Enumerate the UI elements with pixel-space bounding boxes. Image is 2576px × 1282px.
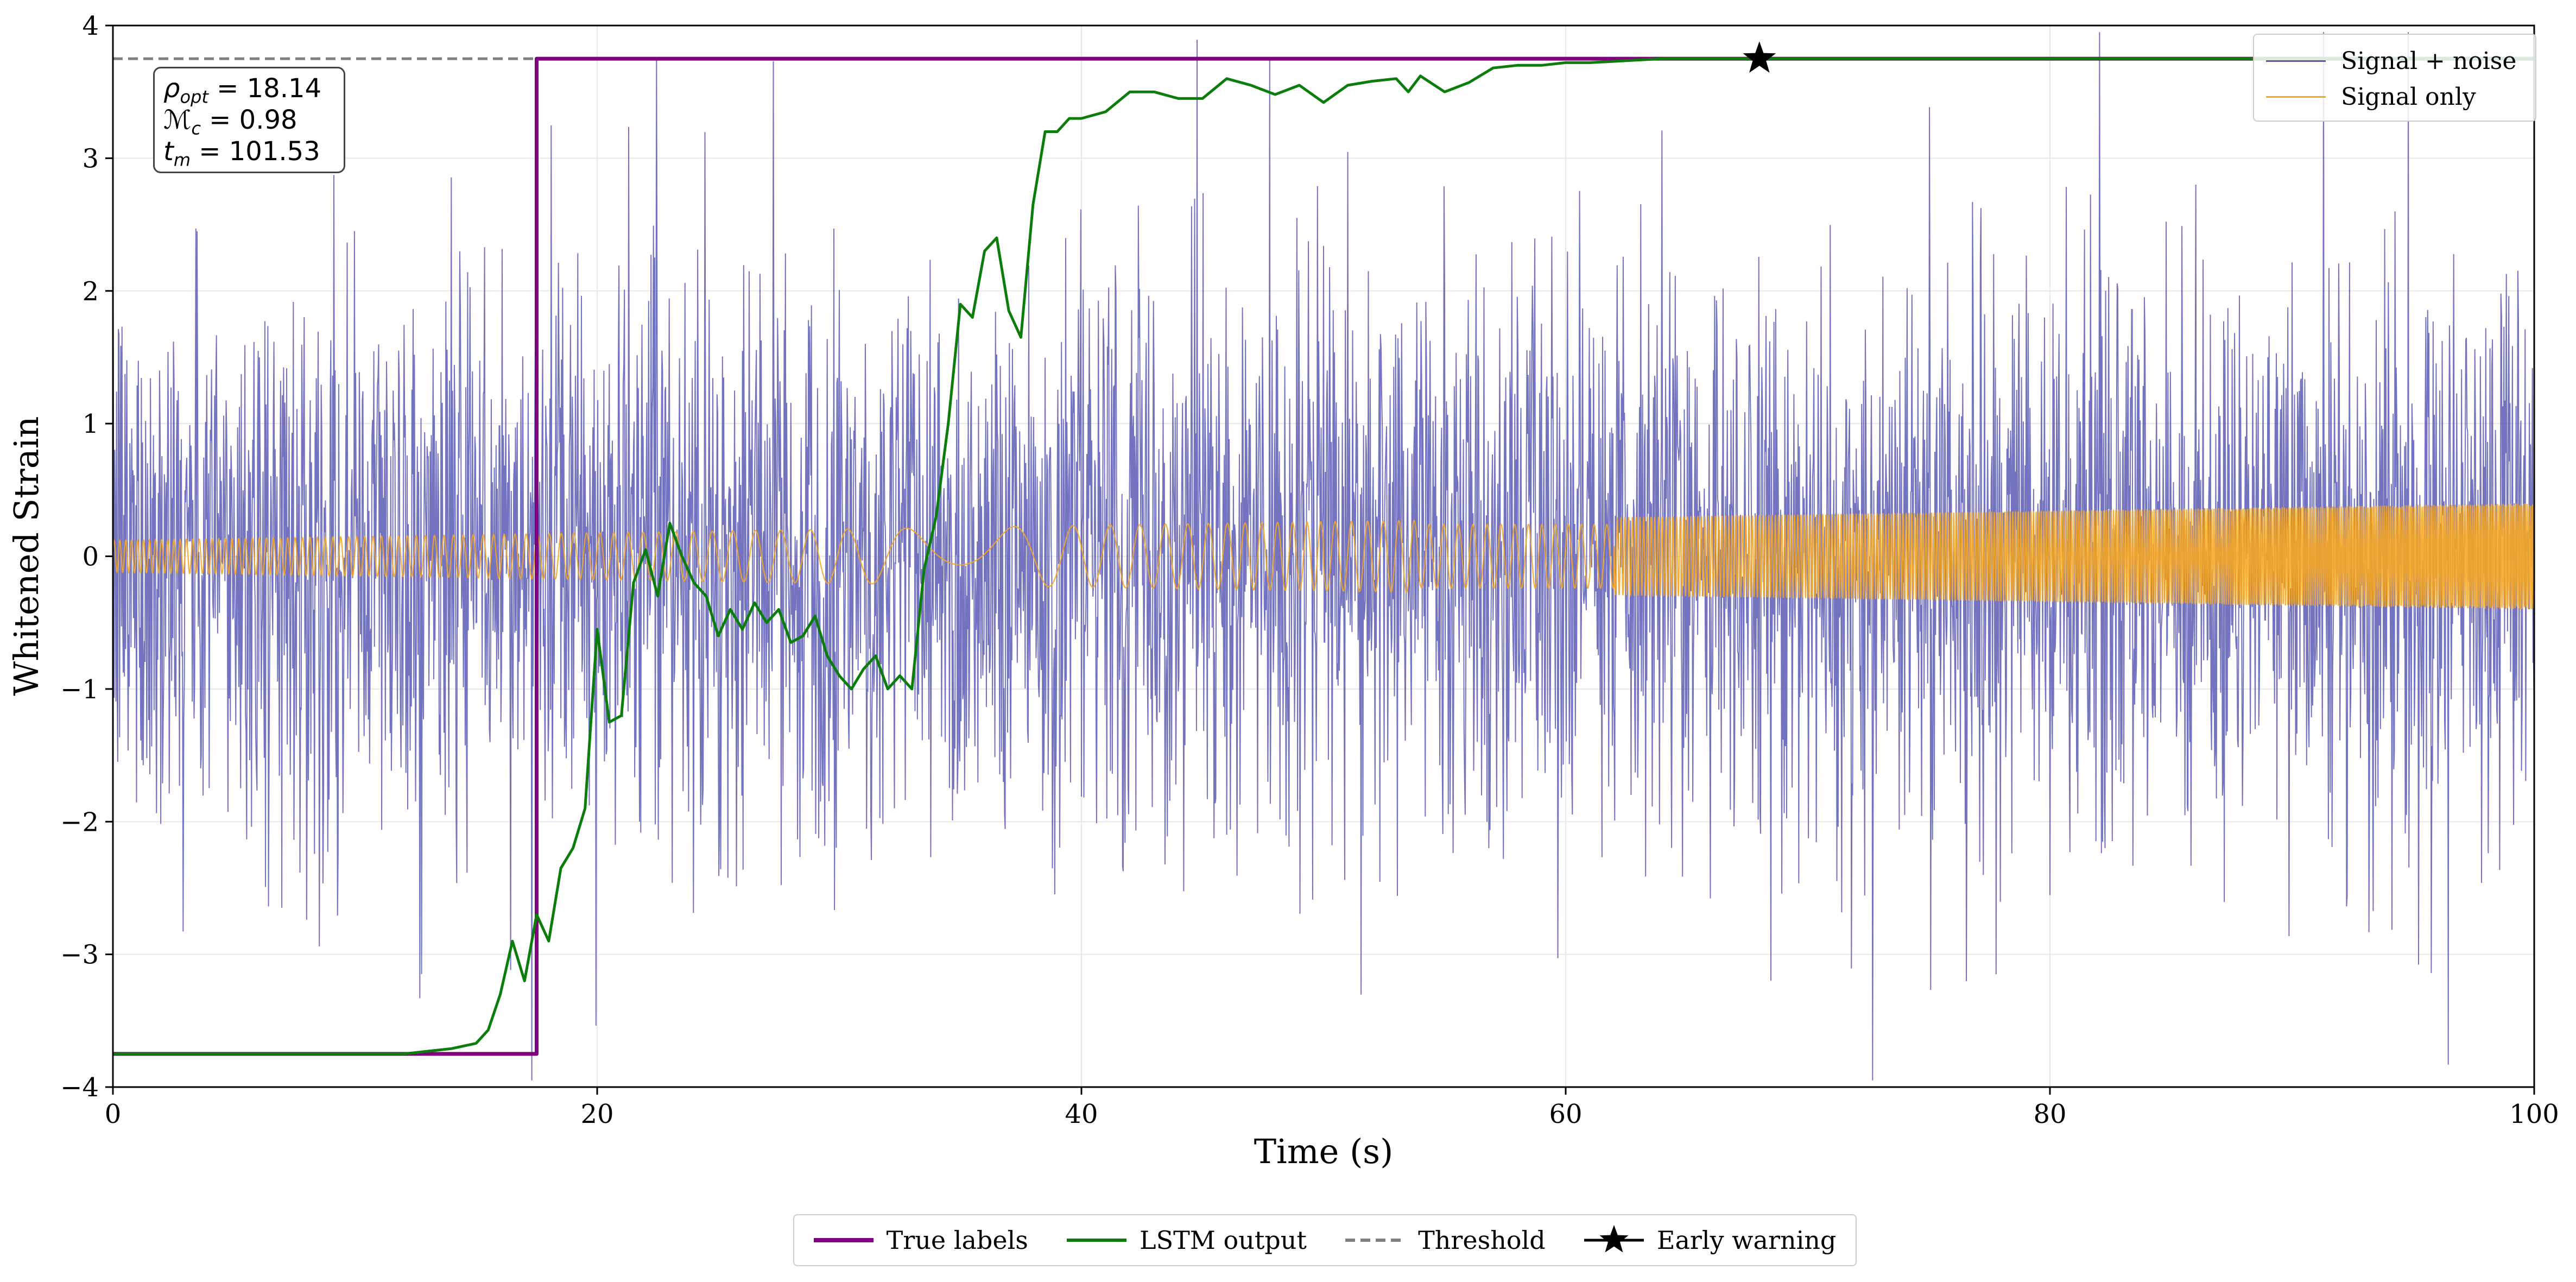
x-axis-label: Time (s) bbox=[1254, 1132, 1394, 1171]
y-tick-label: −1 bbox=[60, 674, 99, 705]
legend-entry-early-warning: Early warning bbox=[1584, 1224, 1837, 1256]
y-tick-label: 2 bbox=[82, 276, 99, 307]
signal-only-series bbox=[112, 503, 2535, 610]
legend-entry-signal-noise: Signal + noise bbox=[2266, 45, 2516, 77]
signal-noise-series bbox=[112, 32, 2535, 1081]
legend-label: LSTM output bbox=[1140, 1226, 1307, 1255]
legend-label: Threshold bbox=[1418, 1226, 1546, 1255]
signal-only-line bbox=[112, 503, 2535, 610]
legend-label: True labels bbox=[886, 1226, 1028, 1255]
x-tick-label: 100 bbox=[2509, 1099, 2559, 1129]
legend-label: Early warning bbox=[1656, 1226, 1837, 1255]
y-tick-label: 1 bbox=[82, 409, 99, 439]
legend-top: Signal + noise Signal only bbox=[2253, 34, 2536, 122]
y-tick-label: 4 bbox=[82, 11, 99, 41]
legend-bottom: True labels LSTM output Threshold Early … bbox=[793, 1214, 1857, 1266]
lstm-output-line bbox=[113, 57, 2534, 1056]
legend-entry-signal-only: Signal only bbox=[2266, 80, 2476, 113]
legend-entry-threshold: Threshold bbox=[1345, 1226, 1546, 1255]
x-tick-label: 80 bbox=[2033, 1099, 2066, 1129]
legend-entry-true-labels: True labels bbox=[813, 1226, 1028, 1255]
y-tick-label: −4 bbox=[60, 1072, 99, 1103]
chirp-mass-value: 0.98 bbox=[239, 105, 298, 135]
x-tick-label: 40 bbox=[1065, 1099, 1098, 1129]
merger-time-value: 101.53 bbox=[229, 136, 320, 167]
y-tick-label: 0 bbox=[82, 542, 99, 572]
legend-label: Signal only bbox=[2341, 83, 2476, 111]
lstm-output-series bbox=[113, 57, 2534, 1056]
x-tick-label: 20 bbox=[580, 1099, 613, 1129]
star-icon bbox=[1599, 1225, 1629, 1253]
x-tick-label: 0 bbox=[105, 1099, 122, 1129]
legend-label: Signal + noise bbox=[2341, 47, 2517, 75]
early-warning-star-icon bbox=[1743, 41, 1776, 73]
axis-ticks: 0 20 40 60 80 100 −4 −3 −2 −1 0 1 2 3 4 bbox=[60, 11, 2559, 1129]
annotation-box: ρopt = 18.14 ℳc = 0.98 tm = 101.53 bbox=[153, 67, 345, 173]
rho-opt-value: 18.14 bbox=[246, 73, 322, 104]
legend-entry-lstm-output: LSTM output bbox=[1067, 1226, 1307, 1255]
y-axis-label: Whitened Strain bbox=[7, 416, 46, 696]
y-tick-label: −2 bbox=[60, 807, 99, 837]
signal-noise-line bbox=[112, 32, 2535, 1081]
early-warning-marker bbox=[1743, 41, 1776, 73]
y-tick-label: −3 bbox=[60, 940, 99, 970]
y-tick-label: 3 bbox=[82, 143, 99, 174]
x-tick-label: 60 bbox=[1549, 1099, 1582, 1129]
